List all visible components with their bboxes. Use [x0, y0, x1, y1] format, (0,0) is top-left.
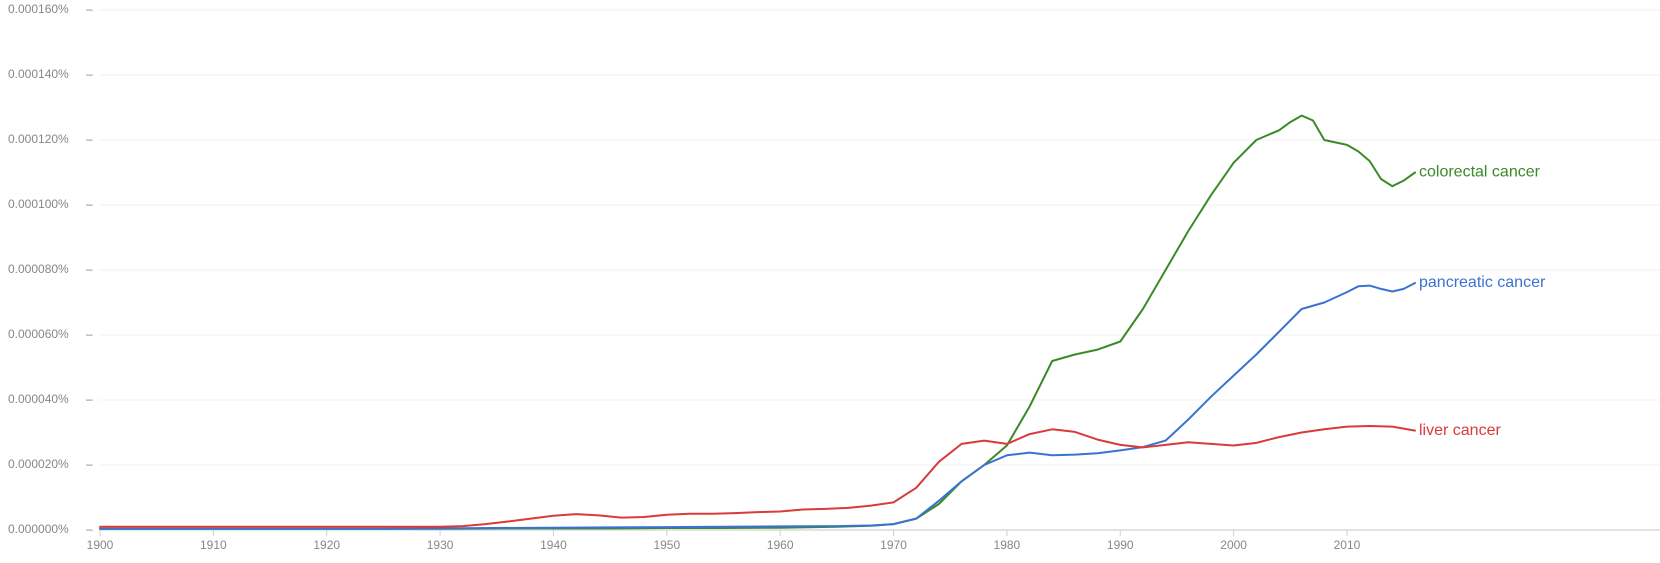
y-tick-dash: – [86, 197, 93, 211]
y-tick-label: 0.000160% [8, 2, 69, 16]
series-line[interactable] [100, 283, 1415, 529]
series-label[interactable]: colorectal cancer [1419, 164, 1541, 181]
y-tick-label: 0.000140% [8, 67, 69, 81]
y-tick-dash: – [86, 457, 93, 471]
series-line[interactable] [100, 426, 1415, 527]
y-tick-label: 0.000120% [8, 132, 69, 146]
series-label[interactable]: liver cancer [1419, 422, 1501, 439]
series-label[interactable]: pancreatic cancer [1419, 274, 1546, 291]
y-tick-label: 0.000060% [8, 327, 69, 341]
x-tick-label: 2000 [1220, 538, 1247, 552]
x-tick-label: 1980 [994, 538, 1021, 552]
y-tick-label: 0.000040% [8, 392, 69, 406]
y-tick-dash: – [86, 522, 93, 536]
x-tick-label: 1970 [880, 538, 907, 552]
y-tick-dash: – [86, 262, 93, 276]
y-tick-dash: – [86, 327, 93, 341]
x-tick-label: 1960 [767, 538, 794, 552]
y-tick-dash: – [86, 2, 93, 16]
y-tick-label: 0.000000% [8, 522, 69, 536]
x-tick-label: 1950 [653, 538, 680, 552]
series-line[interactable] [100, 116, 1415, 529]
x-tick-label: 1930 [427, 538, 454, 552]
y-tick-dash: – [86, 392, 93, 406]
chart-svg: 0.000000% – 0.000020% – 0.000040% – 0.000060% –… [0, 0, 1660, 563]
y-tick-label: 0.000020% [8, 457, 69, 471]
x-tick-label: 1990 [1107, 538, 1134, 552]
y-tick-label: 0.000100% [8, 197, 69, 211]
y-tick-dash: – [86, 132, 93, 146]
y-tick-label: 0.000080% [8, 262, 69, 276]
x-tick-label: 1900 [87, 538, 114, 552]
x-tick-label: 1920 [313, 538, 340, 552]
x-tick-label: 1940 [540, 538, 567, 552]
ngram-line-chart: 0.000000% – 0.000020% – 0.000040% – 0.000060% –… [0, 0, 1660, 563]
x-tick-label: 2010 [1334, 538, 1361, 552]
x-tick-label: 1910 [200, 538, 227, 552]
y-tick-dash: – [86, 67, 93, 81]
